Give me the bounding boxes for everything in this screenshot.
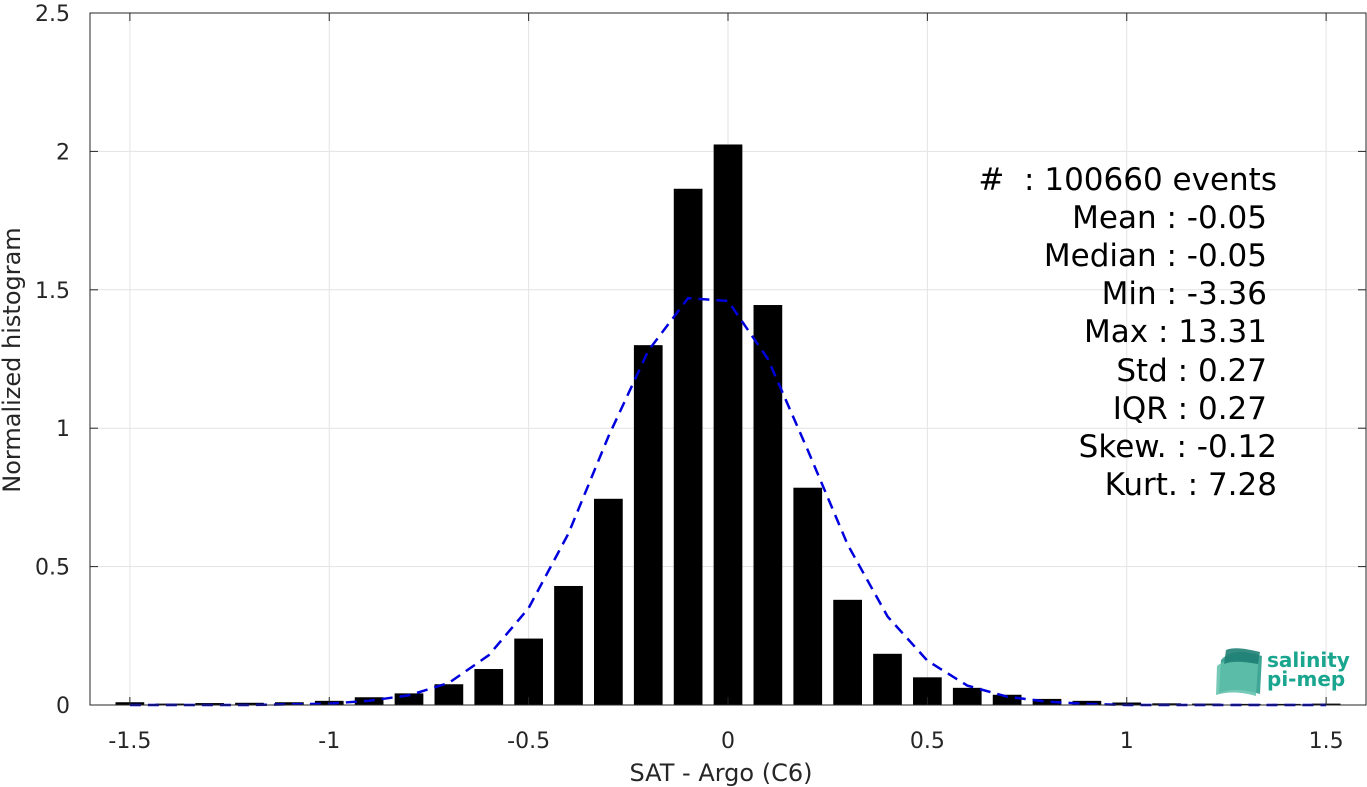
histogram-bar [275,702,304,705]
y-tick-label: 0 [56,694,70,719]
y-tick-label: 0.5 [35,556,70,581]
histogram-bar [474,669,504,705]
y-tick-label: 2 [56,140,70,165]
logo-line-2: pi-mep [1267,667,1345,691]
stat-max: Max : 13.31 [1084,314,1267,350]
histogram-bars [115,144,1341,706]
stat-iqr: IQR : 0.27 [1113,391,1267,427]
histogram-bar [394,693,424,705]
x-tick-label: 1 [1120,729,1134,754]
histogram-bar [1232,703,1261,705]
y-axis-ticks: 0 0.5 1 1.5 2 2.5 [35,2,1366,719]
histogram-bar [673,188,703,705]
x-tick-label: 0.5 [910,729,945,754]
y-axis-label: Normalized histogram [0,227,26,492]
x-tick-label: -1 [318,729,340,754]
logo-line-1: salinity [1267,648,1350,672]
histogram-bar [554,585,583,705]
y-tick-label: 2.5 [35,2,70,27]
x-tick-label: 1.5 [1309,729,1344,754]
histogram-bar [633,345,663,705]
x-axis-ticks: -1.5 -1 -0.5 0 0.5 1 1.5 [108,13,1344,754]
histogram-bar [952,687,982,705]
stat-kurt: Kurt. : 7.28 [1105,467,1277,503]
stat-mean: Mean : -0.05 [1072,200,1267,236]
histogram-bar [594,498,623,705]
stat-events: # : 100660 events [978,162,1277,198]
y-tick-label: 1 [56,417,70,442]
statistics-panel: # : 100660 events Mean : -0.05 Median : … [978,162,1277,503]
x-tick-label: -1.5 [108,729,151,754]
gaussian-fit-curve [129,296,1327,707]
histogram-bar [1192,703,1221,705]
y-tick-label: 1.5 [35,279,70,304]
histogram-bar [793,487,823,705]
stat-min: Min : -3.36 [1102,276,1267,312]
x-tick-label: 0 [721,729,735,754]
histogram-bar [713,144,743,706]
histogram-bar [235,702,264,705]
histogram-bar [753,305,783,705]
histogram-bar [434,684,464,705]
x-axis-label: SAT - Argo (C6) [630,759,813,787]
stat-skew: Skew. : -0.12 [1079,429,1277,465]
histogram-bar [1032,698,1062,705]
histogram-bar [873,653,902,705]
salinity-pimep-logo: salinity pi-mep [1216,648,1350,696]
stat-std: Std : 0.27 [1116,353,1267,389]
histogram-bar [833,599,862,705]
histogram-bar [514,638,543,705]
histogram-bar [992,694,1022,705]
wave-layers-icon [1216,648,1262,696]
stat-median: Median : -0.05 [1044,238,1267,274]
x-tick-label: -0.5 [507,729,550,754]
